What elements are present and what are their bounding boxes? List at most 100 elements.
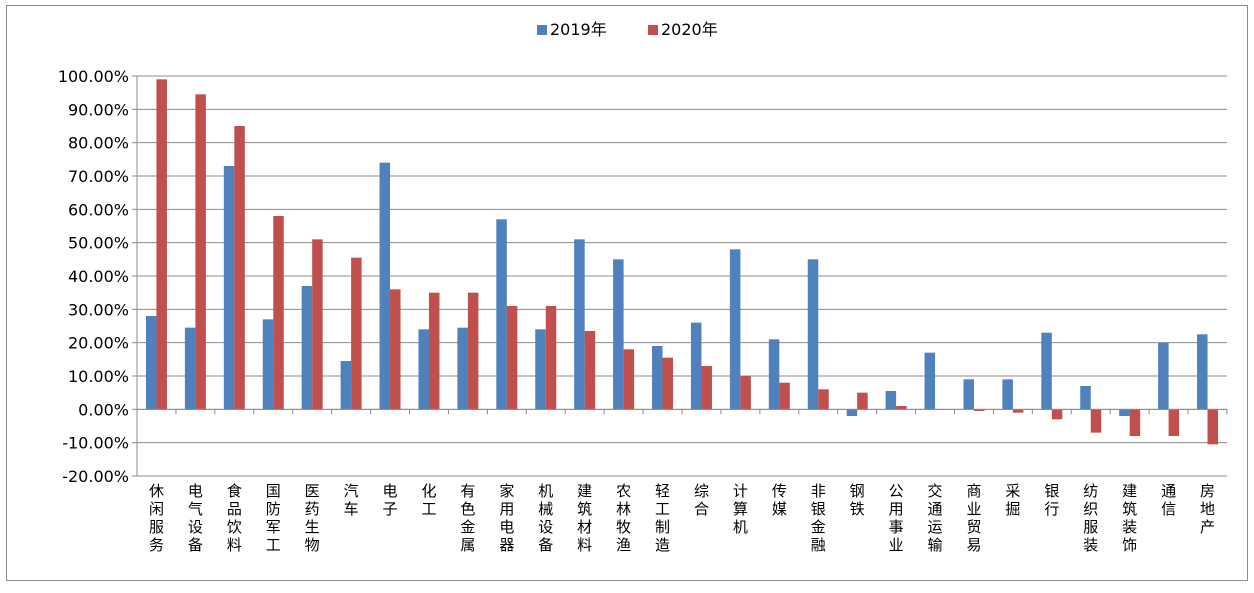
category-label: 纺织服装 bbox=[1083, 482, 1098, 554]
y-tick-label: 40.00% bbox=[68, 267, 129, 286]
bar-2020 bbox=[195, 94, 206, 410]
legend: 2019年 2020年 bbox=[537, 20, 718, 39]
gridlines bbox=[137, 75, 1227, 477]
category-label: 房地产 bbox=[1200, 482, 1215, 536]
bar-2019 bbox=[301, 286, 313, 410]
bar-2020 bbox=[1012, 409, 1024, 413]
bar-2019 bbox=[145, 316, 157, 410]
bar-2020 bbox=[1129, 409, 1141, 436]
bar-2020 bbox=[234, 126, 245, 410]
category-label: 休闲服务 bbox=[149, 482, 164, 554]
y-tick-label: 50.00% bbox=[68, 234, 129, 253]
bar-2020 bbox=[1090, 409, 1102, 433]
bar-2019 bbox=[574, 239, 585, 410]
bar-2019 bbox=[418, 329, 429, 410]
bar-2019 bbox=[690, 322, 702, 410]
bar-2020 bbox=[428, 292, 440, 410]
y-tick-label: 100.00% bbox=[58, 67, 129, 86]
category-label: 有色金属 bbox=[460, 482, 475, 554]
bar-2019 bbox=[1041, 332, 1052, 410]
category-label: 钢铁 bbox=[850, 482, 865, 518]
legend-label-2019: 2019年 bbox=[550, 20, 607, 39]
bar-2019 bbox=[1158, 342, 1169, 410]
bar-2019 bbox=[768, 339, 780, 410]
bar-2019 bbox=[1080, 386, 1091, 410]
y-tick-label: 60.00% bbox=[68, 200, 129, 219]
bar-2019 bbox=[496, 219, 507, 410]
y-tick-label: 70.00% bbox=[68, 167, 129, 186]
category-label: 电子 bbox=[383, 482, 398, 518]
bar-2020 bbox=[584, 331, 596, 410]
bar-2020 bbox=[351, 257, 362, 410]
category-label: 综合 bbox=[694, 482, 709, 518]
legend-label-2020: 2020年 bbox=[661, 20, 718, 39]
legend-swatch-2019 bbox=[537, 25, 547, 35]
legend-swatch-2020 bbox=[648, 25, 658, 35]
category-label: 汽车 bbox=[344, 482, 359, 518]
y-tick-label: 20.00% bbox=[68, 334, 129, 353]
bar-2019 bbox=[924, 352, 936, 410]
category-label: 计算机 bbox=[733, 482, 748, 536]
category-label: 非银金融 bbox=[811, 482, 826, 554]
y-tick-label: -20.00% bbox=[62, 467, 129, 486]
bar-2019 bbox=[535, 329, 546, 410]
category-label: 传媒 bbox=[772, 482, 787, 518]
bar-2020 bbox=[662, 357, 674, 410]
category-label: 公用事业 bbox=[889, 482, 904, 554]
y-tick-label: 30.00% bbox=[68, 300, 129, 319]
bar-2019 bbox=[379, 162, 391, 410]
bar-2020 bbox=[740, 376, 751, 410]
bar-2020 bbox=[390, 289, 401, 410]
bar-2019 bbox=[1119, 409, 1130, 416]
x-axis bbox=[136, 408, 1228, 415]
bar-2019 bbox=[1197, 334, 1208, 410]
chart-frame: 2019年 2020年 100.00% 90.00% 80.00% 70.00% 60.… bbox=[6, 5, 1248, 581]
y-tick-label: -10.00% bbox=[62, 434, 129, 453]
y-tick-label: 80.00% bbox=[68, 134, 129, 153]
category-label: 建筑装饰 bbox=[1122, 482, 1137, 554]
category-label: 国防军工 bbox=[266, 482, 281, 554]
bar-2020 bbox=[973, 409, 985, 411]
bar-2019 bbox=[457, 327, 468, 410]
y-tick-label: 10.00% bbox=[68, 367, 129, 386]
category-label: 农林牧渔 bbox=[616, 482, 631, 554]
bar-2020 bbox=[506, 306, 518, 410]
bar-2020 bbox=[857, 392, 868, 410]
bar-2020 bbox=[1051, 409, 1063, 420]
category-label: 化工 bbox=[421, 482, 436, 518]
bar-2019 bbox=[613, 259, 624, 410]
y-tick-label: 0.00% bbox=[78, 400, 129, 419]
bar-2020 bbox=[701, 366, 712, 410]
bars bbox=[145, 79, 1219, 445]
category-label: 食品饮料 bbox=[227, 482, 242, 554]
category-label: 银行 bbox=[1044, 482, 1059, 518]
y-tick-label: 90.00% bbox=[68, 100, 129, 119]
bar-2019 bbox=[729, 249, 741, 410]
bar-2020 bbox=[1168, 409, 1180, 436]
bar-2019 bbox=[340, 361, 352, 410]
bar-2020 bbox=[273, 216, 284, 410]
bar-2020 bbox=[623, 349, 635, 410]
category-label: 轻工制造 bbox=[655, 482, 670, 554]
category-label: 家用电器 bbox=[499, 482, 514, 554]
y-axis: 100.00% 90.00% 80.00% 70.00% 60.00% 50.00% 40.… bbox=[58, 67, 138, 486]
bar-2020 bbox=[467, 292, 479, 410]
category-label: 电气设备 bbox=[188, 482, 203, 554]
category-label: 采掘 bbox=[1005, 482, 1020, 518]
bar-2019 bbox=[223, 166, 235, 410]
bar-2019 bbox=[652, 346, 663, 410]
bar-2020 bbox=[545, 306, 557, 410]
bar-2019 bbox=[1002, 379, 1013, 410]
category-label: 机械设备 bbox=[538, 482, 553, 554]
bar-2019 bbox=[807, 259, 819, 410]
category-label: 医药生物 bbox=[305, 482, 320, 554]
bar-2019 bbox=[885, 391, 897, 410]
category-label: 商业贸易 bbox=[966, 482, 981, 554]
category-label: 建筑材料 bbox=[577, 482, 592, 554]
bar-2019 bbox=[262, 319, 274, 410]
category-label: 交通运输 bbox=[928, 482, 943, 554]
bar-2019 bbox=[963, 379, 974, 410]
category-label: 通信 bbox=[1161, 482, 1176, 518]
bar-2019 bbox=[846, 409, 858, 416]
